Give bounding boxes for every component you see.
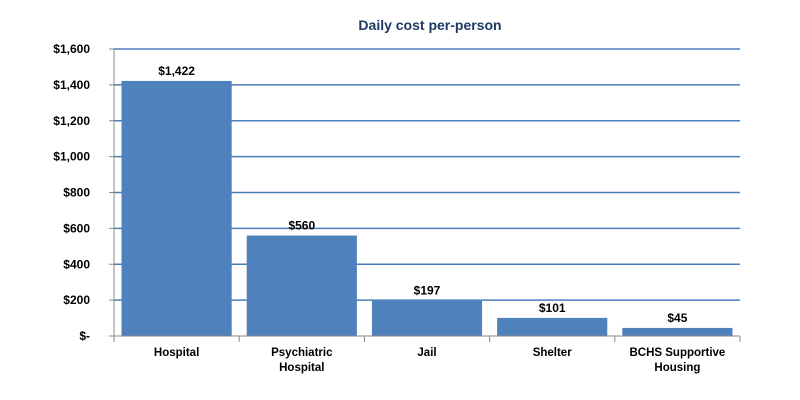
bar: [622, 327, 733, 336]
y-tick-label: $1,600: [53, 42, 90, 56]
x-tick-label: BCHS Supportive Housing: [629, 347, 725, 374]
bar: [121, 80, 232, 337]
y-tick-label: $1,000: [53, 150, 90, 164]
data-label: $101: [539, 301, 566, 315]
y-axis: $- $200 $400 $600 $800 $1,000 $1,200 $1,400 $1,6…: [53, 42, 115, 343]
data-labels: $1,422 $560 $197 $101 $45: [158, 64, 687, 325]
y-tick-label: $1,200: [53, 114, 90, 128]
y-tick-label: $800: [63, 186, 90, 200]
x-tick-label: Hospital: [154, 347, 199, 359]
x-axis: Hospital Psychiatric Hospital Jail Shelter BC…: [113, 335, 741, 374]
x-tick-label: Shelter: [533, 347, 573, 359]
data-label: $1,422: [158, 64, 195, 78]
bars: [121, 80, 733, 337]
y-tick-label: $400: [63, 257, 90, 271]
chart-title: Daily cost per-person: [358, 17, 501, 33]
y-tick-label: $200: [63, 293, 90, 307]
x-tick-label: Jail: [417, 347, 436, 359]
bar: [497, 317, 608, 336]
y-tick-label: $1,400: [53, 78, 90, 92]
bar: [371, 300, 483, 336]
data-label: $45: [667, 311, 687, 325]
bar: [246, 235, 357, 336]
y-tick-label: $600: [63, 221, 90, 235]
y-tick-label: $-: [79, 329, 90, 343]
data-label: $197: [414, 284, 441, 298]
data-label: $560: [288, 219, 315, 233]
x-tick-label: Psychiatric Hospital: [271, 347, 333, 374]
